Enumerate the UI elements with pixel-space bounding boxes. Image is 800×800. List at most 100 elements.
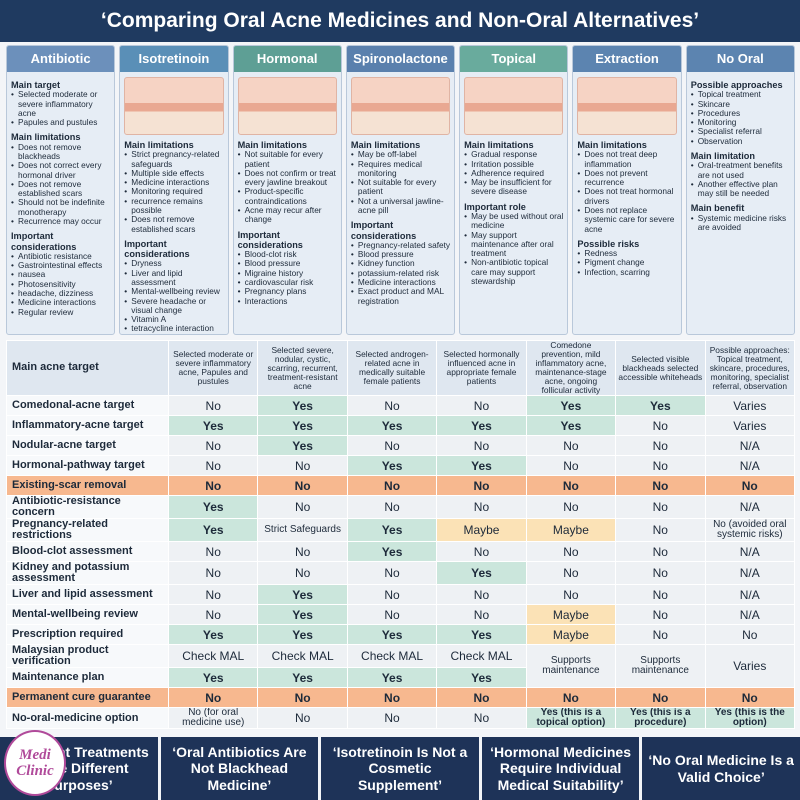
bullet: Not suitable for every patient [351, 178, 450, 197]
cell: Yes [257, 604, 348, 626]
cell: N/A [704, 584, 796, 606]
bullet: Liver and lipid assessment [124, 268, 223, 288]
cell: Yes [167, 518, 259, 543]
cell: No [525, 495, 617, 520]
cell: Maybe [525, 518, 617, 543]
table-row: Kidney and potassium assessment No No No Yes… [6, 561, 796, 586]
cell: Yes [257, 435, 348, 457]
bullet: Multiple side effects [124, 168, 223, 178]
cell: No [257, 495, 348, 520]
row-label: Malaysian product verification [6, 644, 169, 669]
cell: Check MAL [436, 644, 527, 669]
row-label: Pregnancy-related restrictions [6, 518, 169, 543]
table-row: No-oral-medicine option No (for oral medi… [6, 707, 796, 730]
bullet: Does not remove established scars [11, 179, 110, 199]
bullet: Migraine history [238, 268, 337, 278]
cell: No [615, 687, 706, 709]
cell: No [346, 435, 438, 457]
cell: No [436, 604, 527, 626]
cell: No [257, 541, 348, 563]
section-heading: Important role [464, 201, 526, 212]
card-header: Antibiotic [7, 46, 115, 72]
cell: Yes [257, 584, 348, 606]
card-body: Main limitationsNot suitable for every p… [234, 72, 341, 309]
card-header: Hormonal [233, 46, 341, 72]
cell: Yes [167, 667, 259, 689]
cell: Yes [346, 541, 438, 563]
bullet: Monitoring [691, 117, 790, 127]
cell: Yes (this is the option) [704, 707, 796, 730]
bullet: Product-specific contraindications [238, 187, 337, 206]
cell: No [615, 518, 706, 543]
cell: No [167, 455, 259, 477]
cell: No [525, 561, 617, 586]
bullet: May be off-label [351, 150, 450, 160]
cell: No [257, 687, 348, 709]
cell: No [346, 687, 438, 709]
table-row: Hormonal-pathway target No No Yes Yes No No N/A [6, 455, 796, 477]
cell: Yes [346, 455, 438, 477]
row-label: Prescription required [6, 624, 169, 646]
cell: Yes [436, 624, 527, 646]
row-label: Kidney and potassium assessment [6, 561, 169, 586]
cell: N/A [704, 541, 796, 563]
bullet: Photosensitivity [11, 279, 110, 289]
cell: Yes [346, 415, 438, 437]
bullet: Does not remove established scars [124, 215, 223, 234]
bullet: Does not remove blackheads [11, 142, 110, 162]
cell: Yes (this is a procedure) [615, 707, 706, 730]
banner: ‘Hormonal Medicines Require Individual M… [481, 737, 640, 800]
section-heading: Main benefit [690, 203, 745, 214]
cell: No [436, 687, 527, 709]
cell: N/A [704, 455, 796, 477]
illustration [577, 77, 677, 135]
illustration [350, 77, 451, 135]
cell: No [346, 561, 438, 586]
cell: No [525, 541, 617, 563]
bullet: Should not be indefinite monotherapy [11, 198, 110, 217]
illustration [237, 77, 337, 135]
bullet: potassium-related risk [351, 268, 450, 278]
bullet: Medicine interactions [351, 277, 450, 287]
corner-label: Main acne target [6, 339, 169, 397]
card-body: Possible approachesTopical treatmentSkin… [687, 72, 794, 235]
card-header: No Oral [686, 46, 794, 72]
bullet: recurrence remains possible [124, 196, 223, 216]
cell: No [346, 475, 438, 497]
bullet: Pigment change [577, 258, 676, 268]
cell: No [167, 435, 259, 457]
section-heading: Possible risks [577, 238, 640, 249]
table-row: Pregnancy-related restrictions Yes Strict … [6, 518, 796, 543]
bullet: May support maintenance after oral treat… [464, 230, 563, 259]
table-row: Mental-wellbeing review No Yes No No Maybe No N… [6, 604, 796, 626]
row-label: Hormonal-pathway target [6, 455, 169, 477]
card-body: Main limitationsMay be off-labelRequires… [347, 72, 454, 309]
cell: N/A [704, 561, 796, 586]
cell: No [346, 495, 438, 520]
header-row: Main acne target Selected moderate or sev… [6, 339, 796, 397]
bullet: Skincare [691, 99, 790, 109]
bullet: Infection, scarring [577, 267, 676, 277]
cell: No [167, 395, 259, 417]
table-row: Blood-clot assessment No No Yes No No No N/A [6, 541, 796, 563]
cell: No [346, 604, 438, 626]
cell: No [525, 687, 617, 709]
bullet: Specialist referral [691, 127, 790, 137]
row-label: Mental-wellbeing review [6, 604, 169, 626]
table-row: Malaysian product verification Check MAL C… [6, 644, 796, 689]
target-cell: Selected androgen-related acne in medica… [346, 339, 438, 397]
bullet: Observation [691, 136, 790, 146]
section-heading: Important considerations [124, 238, 190, 260]
section-heading: Main target [11, 80, 61, 90]
cell: Yes [436, 561, 527, 586]
bullet: Another effective plan may still be need… [691, 179, 790, 199]
section-heading: Main limitations [237, 140, 307, 150]
cell: Yes [525, 415, 617, 437]
table-row: Antibiotic-resistance concern Yes No No No No… [6, 495, 796, 520]
row-label: No-oral-medicine option [6, 707, 169, 730]
cell: Yes [167, 495, 259, 520]
cell: Maybe [525, 624, 617, 646]
cell: No [436, 707, 527, 730]
